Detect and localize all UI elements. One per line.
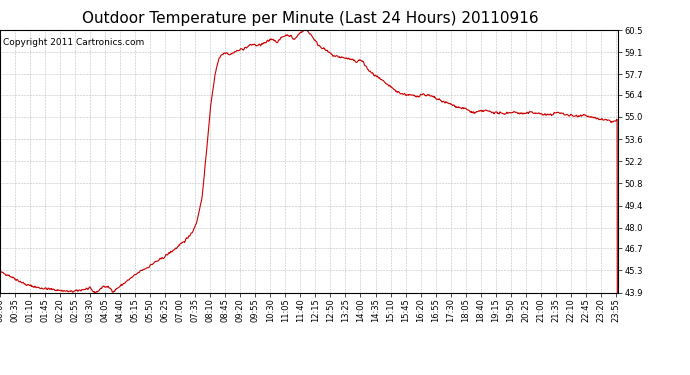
Text: Copyright 2011 Cartronics.com: Copyright 2011 Cartronics.com: [3, 38, 144, 47]
Text: Outdoor Temperature per Minute (Last 24 Hours) 20110916: Outdoor Temperature per Minute (Last 24 …: [82, 11, 539, 26]
